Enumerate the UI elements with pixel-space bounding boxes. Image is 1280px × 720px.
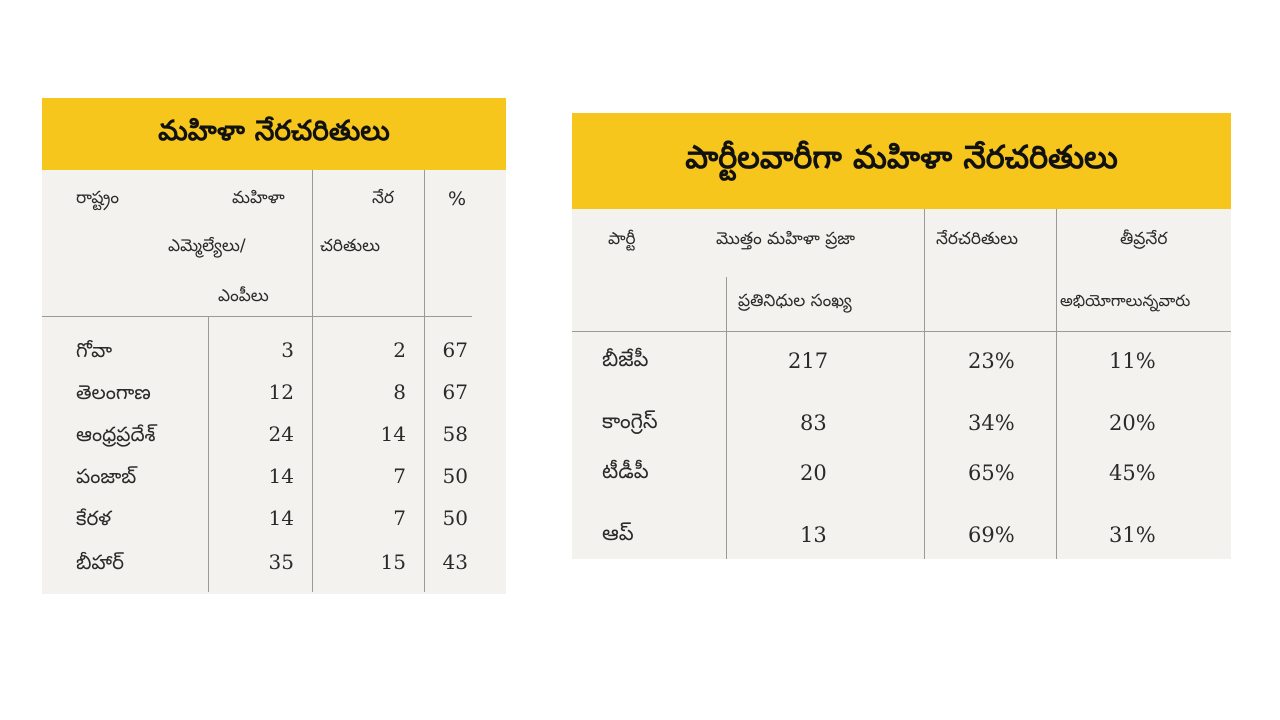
criminal-percent: 43 [442, 550, 468, 574]
divider [312, 316, 313, 592]
header-criminal: నేరచరితులు [936, 229, 1019, 249]
header-total-line2: ప్రతినిధుల సంఖ్య [738, 291, 852, 311]
serious-percent: 45% [1109, 461, 1156, 485]
total-count: 83 [800, 411, 827, 435]
party-table-title: పార్టీలవారీగా మహిళా నేరచరితులు [572, 113, 1231, 209]
total-count: 13 [800, 523, 827, 547]
divider [924, 209, 925, 331]
divider [208, 316, 209, 592]
mla-count: 3 [281, 338, 294, 362]
criminal-percent: 50 [442, 506, 468, 530]
party-name: బీజేపీ [602, 347, 649, 371]
header-divider [572, 331, 1231, 332]
criminal-percent: 65% [968, 461, 1015, 485]
criminal-count: 2 [393, 338, 406, 362]
party-name: కాంగ్రెస్ [602, 409, 658, 433]
divider [424, 316, 425, 592]
criminal-count: 7 [393, 506, 406, 530]
header-party: పార్టీ [608, 229, 636, 249]
divider [924, 331, 925, 559]
header-total-line1: మొత్తం మహిళా ప్రజా [716, 229, 856, 249]
mla-count: 14 [268, 464, 294, 488]
state-name: పంజాబ్ [76, 464, 137, 488]
criminal-percent: 58 [442, 422, 468, 446]
divider [726, 331, 727, 559]
divider [1056, 209, 1057, 331]
criminal-count: 14 [380, 422, 406, 446]
header-criminal-line2: చరితులు [320, 236, 381, 256]
header-mla-line2: ఎమ్మెల్యేలు/ [168, 236, 246, 256]
divider [424, 170, 425, 316]
mla-count: 35 [268, 550, 294, 574]
header-mla-line3: ఎంపీలు [218, 286, 269, 306]
header-serious-line1: తీవ్రనేర [1120, 229, 1168, 249]
state-name: తెలంగాణ [76, 380, 151, 404]
serious-percent: 31% [1109, 523, 1156, 547]
state-table: మహిళా నేరచరితులు రాష్ట్రం మహిళా ఎమ్మెల్య… [42, 98, 506, 594]
header-serious-line2: అభియోగాలున్నవారు [1060, 291, 1191, 310]
header-criminal-line1: నేర [372, 188, 395, 208]
criminal-percent: 50 [442, 464, 468, 488]
total-count: 20 [800, 461, 827, 485]
state-table-title: మహిళా నేరచరితులు [42, 98, 506, 170]
header-state: రాష్ట్రం [76, 188, 120, 208]
criminal-percent: 69% [968, 523, 1015, 547]
mla-count: 12 [268, 380, 294, 404]
serious-percent: 11% [1109, 349, 1156, 373]
criminal-percent: 67 [442, 380, 468, 404]
divider [312, 170, 313, 316]
criminal-count: 7 [393, 464, 406, 488]
criminal-percent: 67 [442, 338, 468, 362]
state-name: కేరళ [76, 506, 112, 530]
divider [1056, 331, 1057, 559]
criminal-count: 8 [393, 380, 406, 404]
state-name: బీహార్ [76, 550, 124, 574]
party-name: ఆప్ [602, 521, 634, 545]
criminal-percent: 34% [968, 411, 1015, 435]
header-mla-line1: మహిళా [232, 188, 285, 208]
criminal-count: 15 [380, 550, 406, 574]
mla-count: 24 [268, 422, 294, 446]
header-divider [42, 316, 472, 317]
state-name: గోవా [76, 338, 113, 362]
party-table: పార్టీలవారీగా మహిళా నేరచరితులు పార్టీ మొ… [572, 113, 1231, 559]
state-name: ఆంధ్రప్రదేశ్ [76, 422, 156, 446]
total-count: 217 [788, 349, 829, 373]
header-percent: % [448, 188, 467, 210]
mla-count: 14 [268, 506, 294, 530]
party-name: టీడీపీ [602, 459, 649, 483]
serious-percent: 20% [1109, 411, 1156, 435]
divider [726, 277, 727, 331]
criminal-percent: 23% [968, 349, 1015, 373]
